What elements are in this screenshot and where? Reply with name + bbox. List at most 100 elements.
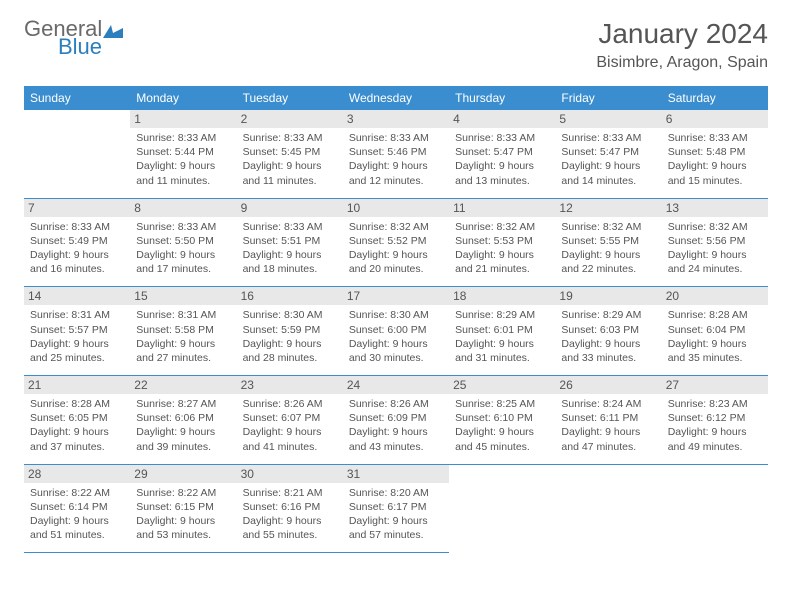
sunset-text: Sunset: 5:47 PM [561, 145, 655, 159]
sunrise-text: Sunrise: 8:33 AM [136, 220, 230, 234]
day-info: Sunrise: 8:33 AMSunset: 5:51 PMDaylight:… [243, 220, 337, 277]
day-number: 6 [662, 110, 768, 128]
weekday-header-row: SundayMondayTuesdayWednesdayThursdayFrid… [24, 86, 768, 110]
calendar-day-cell: 25Sunrise: 8:25 AMSunset: 6:10 PMDayligh… [449, 376, 555, 465]
daylight-text-1: Daylight: 9 hours [455, 425, 549, 439]
calendar-week-row: 1 Sunrise: 8:33 AMSunset: 5:44 PMDaylight… [24, 110, 768, 198]
daylight-text-1: Daylight: 9 hours [30, 514, 124, 528]
calendar-day-cell: 9Sunrise: 8:33 AMSunset: 5:51 PMDaylight… [237, 198, 343, 287]
day-number: 3 [343, 110, 449, 128]
calendar-day-cell: 21Sunrise: 8:28 AMSunset: 6:05 PMDayligh… [24, 376, 130, 465]
day-number: 28 [24, 465, 130, 483]
daylight-text-1: Daylight: 9 hours [349, 248, 443, 262]
calendar-day-cell: 7Sunrise: 8:33 AMSunset: 5:49 PMDaylight… [24, 198, 130, 287]
sunrise-text: Sunrise: 8:32 AM [561, 220, 655, 234]
daylight-text-2: and 47 minutes. [561, 440, 655, 454]
day-number: 23 [237, 376, 343, 394]
sunrise-text: Sunrise: 8:32 AM [668, 220, 762, 234]
day-info: Sunrise: 8:32 AMSunset: 5:55 PMDaylight:… [561, 220, 655, 277]
daylight-text-1: Daylight: 9 hours [349, 159, 443, 173]
daylight-text-2: and 33 minutes. [561, 351, 655, 365]
calendar-day-cell: 13Sunrise: 8:32 AMSunset: 5:56 PMDayligh… [662, 198, 768, 287]
calendar-day-cell: 29Sunrise: 8:22 AMSunset: 6:15 PMDayligh… [130, 464, 236, 553]
daylight-text-1: Daylight: 9 hours [136, 425, 230, 439]
day-number: 19 [555, 287, 661, 305]
day-number-empty [24, 110, 130, 128]
sunset-text: Sunset: 6:16 PM [243, 500, 337, 514]
sunrise-text: Sunrise: 8:30 AM [243, 308, 337, 322]
sunrise-text: Sunrise: 8:33 AM [243, 131, 337, 145]
daylight-text-1: Daylight: 9 hours [455, 159, 549, 173]
day-number: 17 [343, 287, 449, 305]
daylight-text-1: Daylight: 9 hours [561, 159, 655, 173]
sunrise-text: Sunrise: 8:33 AM [561, 131, 655, 145]
daylight-text-2: and 25 minutes. [30, 351, 124, 365]
day-info: Sunrise: 8:33 AMSunset: 5:44 PMDaylight:… [136, 131, 230, 188]
sunrise-text: Sunrise: 8:28 AM [668, 308, 762, 322]
calendar-day-cell: 10Sunrise: 8:32 AMSunset: 5:52 PMDayligh… [343, 198, 449, 287]
day-number: 13 [662, 199, 768, 217]
daylight-text-1: Daylight: 9 hours [561, 425, 655, 439]
sunrise-text: Sunrise: 8:26 AM [349, 397, 443, 411]
sunrise-text: Sunrise: 8:33 AM [455, 131, 549, 145]
sunset-text: Sunset: 6:07 PM [243, 411, 337, 425]
sunrise-text: Sunrise: 8:29 AM [455, 308, 549, 322]
calendar-day-cell: 31Sunrise: 8:20 AMSunset: 6:17 PMDayligh… [343, 464, 449, 553]
daylight-text-1: Daylight: 9 hours [30, 337, 124, 351]
daylight-text-1: Daylight: 9 hours [243, 159, 337, 173]
calendar-day-cell [555, 464, 661, 553]
day-info: Sunrise: 8:25 AMSunset: 6:10 PMDaylight:… [455, 397, 549, 454]
sunset-text: Sunset: 5:47 PM [455, 145, 549, 159]
daylight-text-1: Daylight: 9 hours [561, 248, 655, 262]
daylight-text-2: and 14 minutes. [561, 174, 655, 188]
daylight-text-1: Daylight: 9 hours [668, 159, 762, 173]
daylight-text-1: Daylight: 9 hours [30, 248, 124, 262]
day-info: Sunrise: 8:31 AMSunset: 5:57 PMDaylight:… [30, 308, 124, 365]
daylight-text-1: Daylight: 9 hours [243, 514, 337, 528]
daylight-text-1: Daylight: 9 hours [668, 425, 762, 439]
sunset-text: Sunset: 5:56 PM [668, 234, 762, 248]
calendar-day-cell: 5Sunrise: 8:33 AMSunset: 5:47 PMDaylight… [555, 110, 661, 198]
calendar-day-cell [662, 464, 768, 553]
weekday-header: Wednesday [343, 86, 449, 110]
day-number: 31 [343, 465, 449, 483]
day-number: 1 [130, 110, 236, 128]
daylight-text-2: and 11 minutes. [243, 174, 337, 188]
day-info: Sunrise: 8:33 AMSunset: 5:45 PMDaylight:… [243, 131, 337, 188]
day-info: Sunrise: 8:30 AMSunset: 6:00 PMDaylight:… [349, 308, 443, 365]
daylight-text-1: Daylight: 9 hours [136, 514, 230, 528]
sunset-text: Sunset: 6:05 PM [30, 411, 124, 425]
day-number: 4 [449, 110, 555, 128]
daylight-text-2: and 43 minutes. [349, 440, 443, 454]
sunset-text: Sunset: 5:50 PM [136, 234, 230, 248]
calendar-day-cell: 24Sunrise: 8:26 AMSunset: 6:09 PMDayligh… [343, 376, 449, 465]
sunrise-text: Sunrise: 8:33 AM [668, 131, 762, 145]
logo-text-blue: Blue [58, 36, 124, 58]
day-info: Sunrise: 8:22 AMSunset: 6:14 PMDaylight:… [30, 486, 124, 543]
sunset-text: Sunset: 5:59 PM [243, 323, 337, 337]
daylight-text-2: and 39 minutes. [136, 440, 230, 454]
calendar-day-cell: 8Sunrise: 8:33 AMSunset: 5:50 PMDaylight… [130, 198, 236, 287]
sunrise-text: Sunrise: 8:28 AM [30, 397, 124, 411]
day-info: Sunrise: 8:32 AMSunset: 5:52 PMDaylight:… [349, 220, 443, 277]
calendar-day-cell: 19 Sunrise: 8:29 AMSunset: 6:03 PMDayligh… [555, 287, 661, 376]
daylight-text-1: Daylight: 9 hours [136, 337, 230, 351]
daylight-text-2: and 49 minutes. [668, 440, 762, 454]
daylight-text-2: and 21 minutes. [455, 262, 549, 276]
calendar-day-cell: 4 Sunrise: 8:33 AMSunset: 5:47 PMDaylight… [449, 110, 555, 198]
title-block: January 2024 Bisimbre, Aragon, Spain [596, 18, 768, 72]
weekday-header: Sunday [24, 86, 130, 110]
daylight-text-1: Daylight: 9 hours [349, 425, 443, 439]
day-number: 26 [555, 376, 661, 394]
daylight-text-2: and 28 minutes. [243, 351, 337, 365]
sunset-text: Sunset: 5:45 PM [243, 145, 337, 159]
day-info: Sunrise: 8:29 AMSunset: 6:03 PMDaylight:… [561, 308, 655, 365]
sunrise-text: Sunrise: 8:23 AM [668, 397, 762, 411]
sunset-text: Sunset: 5:57 PM [30, 323, 124, 337]
sunset-text: Sunset: 5:55 PM [561, 234, 655, 248]
sunrise-text: Sunrise: 8:26 AM [243, 397, 337, 411]
day-number: 7 [24, 199, 130, 217]
calendar-day-cell: 28 Sunrise: 8:22 AMSunset: 6:14 PMDayligh… [24, 464, 130, 553]
calendar-day-cell: 22Sunrise: 8:27 AMSunset: 6:06 PMDayligh… [130, 376, 236, 465]
sunrise-text: Sunrise: 8:21 AM [243, 486, 337, 500]
